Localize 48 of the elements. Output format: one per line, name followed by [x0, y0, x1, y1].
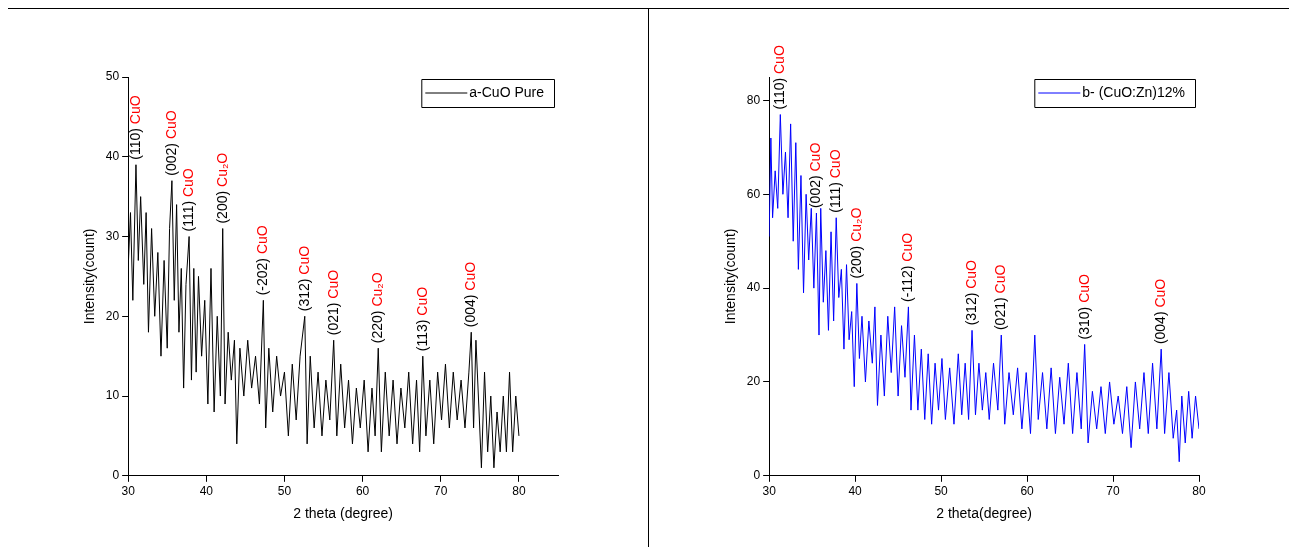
annotation: (110) CuO — [126, 95, 143, 160]
annotation: (021) CuO — [324, 269, 341, 336]
annotation: (111) CuO — [179, 168, 196, 232]
x-axis-title: 2 theta (degree) — [293, 505, 393, 522]
annotation: (110) CuO — [771, 45, 788, 110]
x-tick-label: 40 — [848, 484, 863, 499]
y-tick-label: 60 — [746, 186, 761, 201]
annotation: (200) Cu₂O — [847, 207, 864, 279]
x-tick-label: 50 — [934, 484, 949, 499]
annotation: (312) CuO — [295, 245, 312, 312]
x-tick-label: 60 — [1020, 484, 1035, 499]
annotation: (004) CuO — [462, 261, 479, 328]
y-tick-label: 30 — [105, 228, 120, 243]
y-tick-label: 0 — [112, 468, 120, 483]
x-tick-label: 60 — [355, 484, 370, 499]
y-tick-label: 0 — [753, 468, 761, 483]
y-tick-label: 20 — [746, 374, 761, 389]
annotation: (220) Cu₂O — [369, 272, 386, 344]
y-axis-title: Intensity(count) — [81, 228, 98, 325]
annotation: (-202) CuO — [254, 225, 271, 296]
annotation: (113) CuO — [413, 286, 430, 352]
x-tick-label: 30 — [762, 484, 777, 499]
x-tick-label: 80 — [1192, 484, 1206, 499]
annotation: (-112) CuO — [899, 232, 916, 302]
legend-label: b- (CuO:Zn)12% — [1082, 83, 1186, 100]
annotation: (312) CuO — [962, 259, 979, 326]
y-tick-label: 20 — [105, 308, 120, 323]
y-tick-label: 80 — [746, 92, 761, 107]
x-axis-title: 2 theta(degree) — [936, 505, 1032, 522]
y-tick-label: 50 — [105, 69, 120, 84]
x-tick-label: 50 — [277, 484, 292, 499]
x-tick-label: 40 — [199, 484, 214, 499]
y-tick-label: 10 — [105, 388, 120, 403]
annotation: (002) CuO — [162, 110, 179, 176]
annotation: (310) CuO — [1075, 273, 1092, 340]
legend-label: a-CuO Pure — [469, 83, 545, 100]
annotation: (021) CuO — [992, 264, 1009, 331]
x-tick-label: 80 — [512, 484, 526, 499]
annotation: (111) CuO — [827, 149, 844, 213]
x-tick-label: 70 — [1106, 484, 1121, 499]
y-axis-title: Intensity(count) — [722, 228, 739, 325]
y-tick-label: 40 — [105, 149, 120, 164]
annotation: (002) CuO — [807, 142, 824, 209]
annotation: (200) Cu₂O — [213, 152, 230, 224]
x-tick-label: 70 — [434, 484, 448, 499]
x-tick-label: 30 — [121, 484, 136, 499]
y-tick-label: 40 — [746, 280, 761, 295]
annotation: (004) CuO — [1152, 278, 1169, 345]
